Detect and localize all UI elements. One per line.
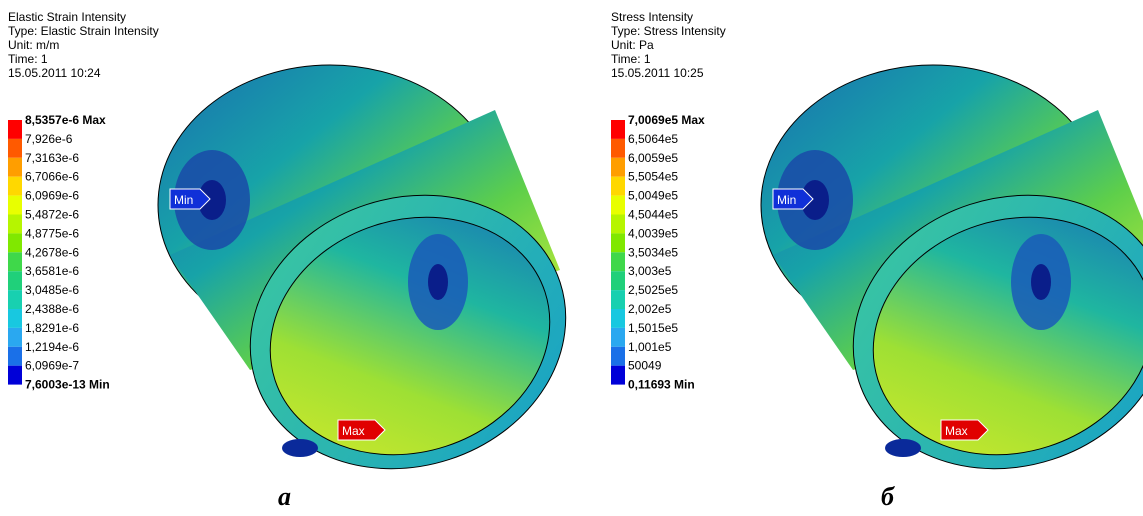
legend-swatch <box>611 252 625 271</box>
legend-label: 1,2194e-6 <box>25 340 79 354</box>
legend-swatch <box>611 233 625 252</box>
legend-swatch <box>611 158 625 177</box>
header-line: Unit: Pa <box>611 38 654 52</box>
legend-label: 6,0969e-7 <box>25 359 79 373</box>
legend-swatch <box>8 347 22 366</box>
legend-label: 1,8291e-6 <box>25 321 79 335</box>
legend-swatch <box>611 290 625 309</box>
legend-label: 6,0059e5 <box>628 151 678 165</box>
legend-label: 1,5015e5 <box>628 321 678 335</box>
min-label: Min <box>777 193 796 207</box>
legend-label: 4,8775e-6 <box>25 226 79 240</box>
legend-label: 3,6581e-6 <box>25 264 79 278</box>
legend-label: 2,002e5 <box>628 302 672 316</box>
legend-swatch <box>8 271 22 290</box>
legend-swatch <box>8 177 22 196</box>
legend-label: 2,5025e5 <box>628 283 678 297</box>
legend-label: 1,001e5 <box>628 340 672 354</box>
header-line: Type: Elastic Strain Intensity <box>8 24 159 38</box>
legend-label: 7,6003e-13 Min <box>25 378 110 392</box>
legend-label: 4,5044e5 <box>628 208 678 222</box>
header-line: Stress Intensity <box>611 10 693 24</box>
legend-label: 5,4872e-6 <box>25 208 79 222</box>
legend-label: 4,0039e5 <box>628 226 678 240</box>
header-line: 15.05.2011 10:25 <box>611 66 704 80</box>
header-line: Time: 1 <box>8 52 48 66</box>
legend-swatch <box>611 309 625 328</box>
legend-label: 7,3163e-6 <box>25 151 79 165</box>
caption: б <box>881 482 895 511</box>
legend-label: 7,926e-6 <box>25 132 73 146</box>
legend-swatch <box>8 139 22 158</box>
legend-swatch <box>8 120 22 139</box>
legend-label: 3,5034e5 <box>628 245 678 259</box>
legend-swatch <box>8 158 22 177</box>
legend-label: 6,7066e-6 <box>25 170 79 184</box>
header-line: Elastic Strain Intensity <box>8 10 126 24</box>
header-line: Unit: m/m <box>8 38 59 52</box>
header-line: 15.05.2011 10:24 <box>8 66 101 80</box>
legend-label: 5,0049e5 <box>628 189 678 203</box>
legend-swatch <box>611 328 625 347</box>
legend-swatch <box>611 366 625 385</box>
inner-min-core <box>428 264 448 300</box>
header-line: Time: 1 <box>611 52 651 66</box>
legend-swatch <box>8 328 22 347</box>
legend-label: 6,0969e-6 <box>25 189 79 203</box>
caption: а <box>278 482 291 511</box>
legend-swatch <box>611 177 625 196</box>
legend-label: 7,0069e5 Max <box>628 113 705 127</box>
legend-swatch <box>8 290 22 309</box>
legend-label: 50049 <box>628 359 662 373</box>
legend-label: 5,5054e5 <box>628 170 678 184</box>
legend-label: 0,11693 Min <box>628 378 695 392</box>
legend-swatch <box>8 196 22 215</box>
legend-label: 2,4388e-6 <box>25 302 79 316</box>
min-label: Min <box>174 193 193 207</box>
legend-swatch <box>8 233 22 252</box>
legend-swatch <box>611 347 625 366</box>
legend-swatch <box>611 139 625 158</box>
bottom-spot <box>282 439 318 457</box>
legend-label: 3,0485e-6 <box>25 283 79 297</box>
legend-swatch <box>611 196 625 215</box>
legend-swatch <box>8 215 22 234</box>
header-line: Type: Stress Intensity <box>611 24 726 38</box>
legend-swatch <box>611 120 625 139</box>
inner-min-core <box>1031 264 1051 300</box>
legend-label: 3,003e5 <box>628 264 672 278</box>
legend-swatch <box>8 366 22 385</box>
legend-swatch <box>8 252 22 271</box>
bottom-spot <box>885 439 921 457</box>
figure: Elastic Strain IntensityType: Elastic St… <box>0 0 1143 511</box>
max-label: Max <box>945 424 968 438</box>
legend-label: 8,5357e-6 Max <box>25 113 106 127</box>
legend-label: 6,5064e5 <box>628 132 678 146</box>
legend-swatch <box>611 271 625 290</box>
max-label: Max <box>342 424 365 438</box>
legend-label: 4,2678e-6 <box>25 245 79 259</box>
legend-swatch <box>611 215 625 234</box>
legend-swatch <box>8 309 22 328</box>
